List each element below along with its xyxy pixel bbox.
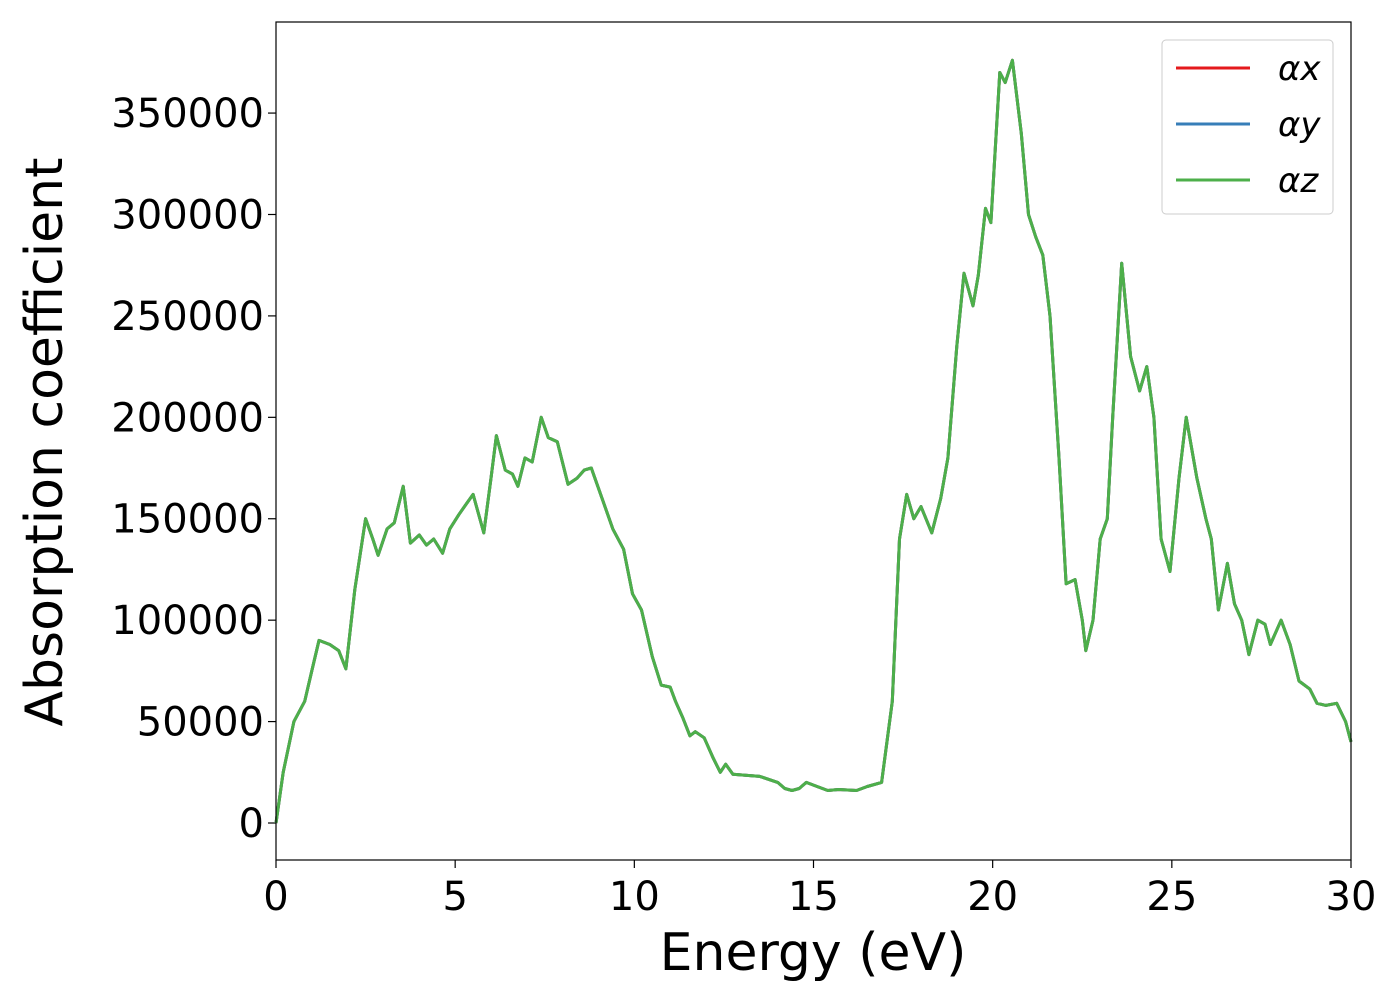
x-tick-label: 10 <box>609 874 660 920</box>
x-tick-label: 5 <box>442 874 467 920</box>
y-tick-label: 100000 <box>111 598 264 644</box>
legend-label: αx <box>1278 49 1321 89</box>
y-axis-label: Absorption coefficient <box>15 157 75 726</box>
x-tick-label: 30 <box>1326 874 1377 920</box>
y-tick-label: 300000 <box>111 192 264 238</box>
x-tick-label: 15 <box>788 874 839 920</box>
data-line <box>274 58 1353 824</box>
legend-box <box>1161 39 1334 215</box>
legend-label: αy <box>1278 105 1321 145</box>
x-tick-label: 20 <box>967 874 1018 920</box>
x-tick-label: 0 <box>263 874 288 920</box>
y-tick-label: 150000 <box>111 497 264 543</box>
plot-frame <box>275 21 1352 861</box>
y-tick-label: 50000 <box>137 700 264 746</box>
y-tick-label: 0 <box>239 801 264 847</box>
legend-label: αz <box>1278 161 1319 201</box>
y-tick-label: 250000 <box>111 294 264 340</box>
y-tick-label: 200000 <box>111 395 264 441</box>
x-axis-label: Energy (eV) <box>660 923 967 983</box>
y-tick-label: 350000 <box>111 91 264 137</box>
x-tick-label: 25 <box>1146 874 1197 920</box>
